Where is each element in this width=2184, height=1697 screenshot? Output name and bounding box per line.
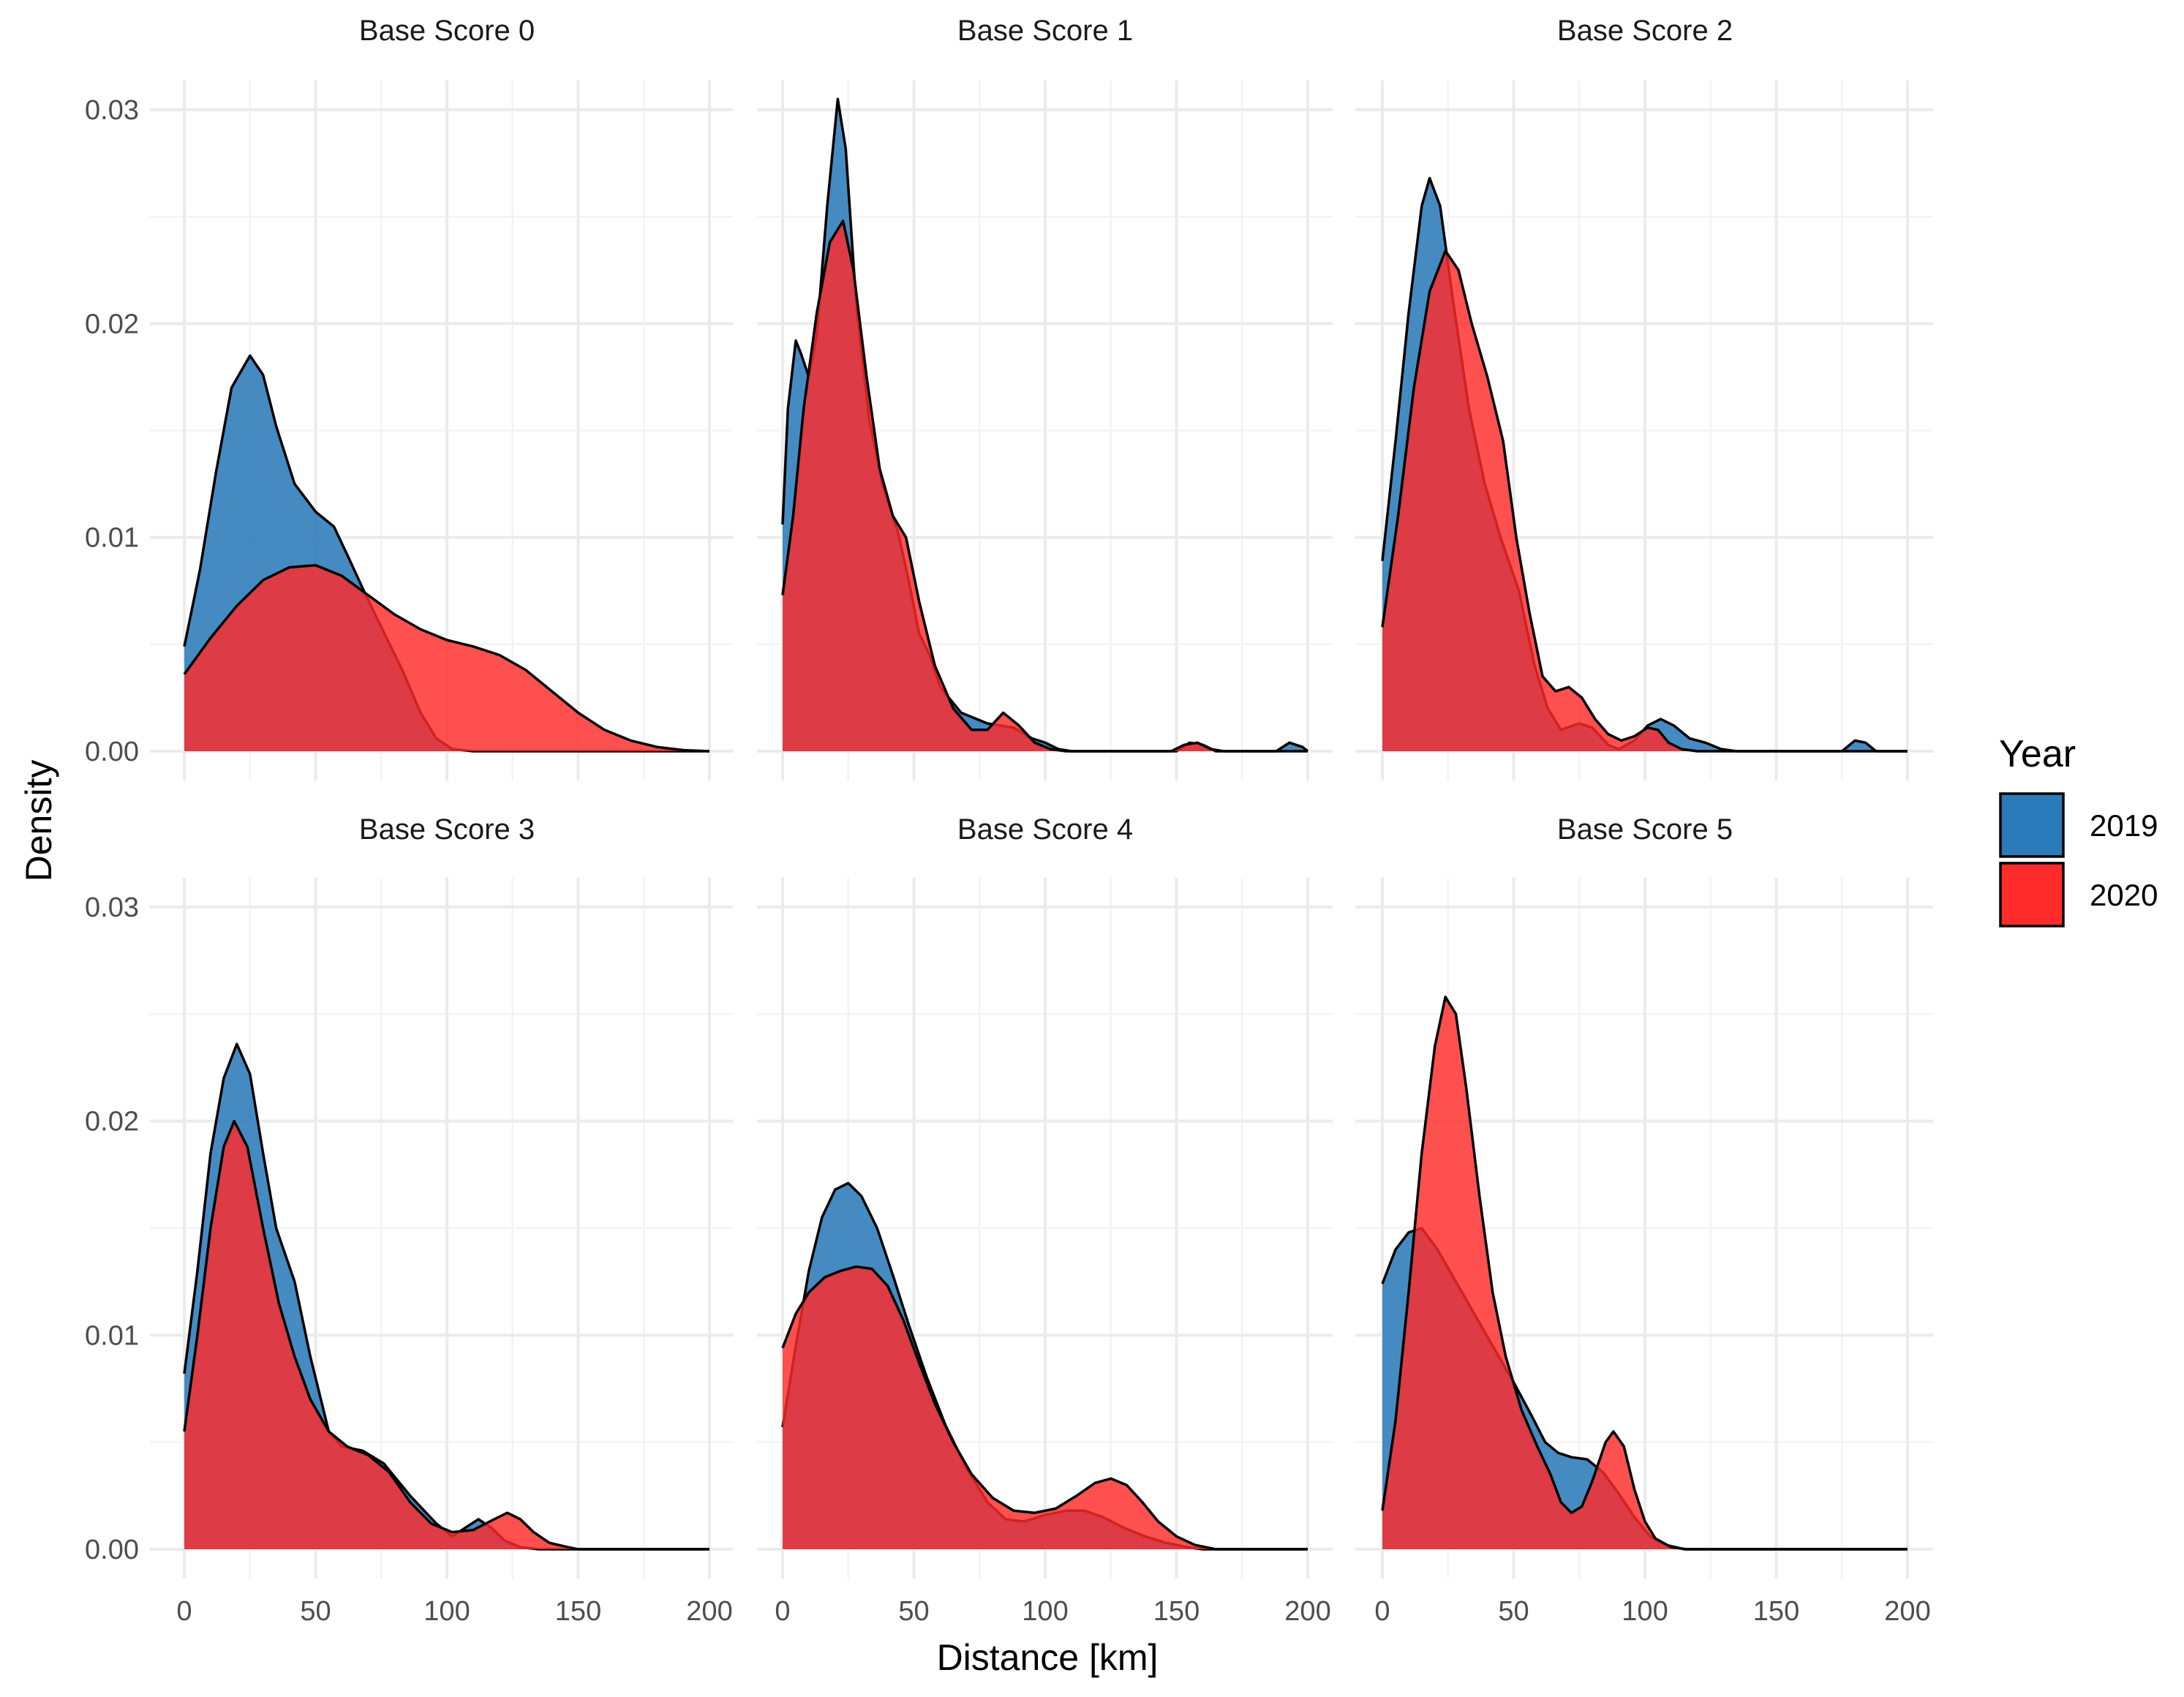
x-tick-label: 0 — [1374, 1596, 1390, 1627]
x-axis-title: Distance [km] — [937, 1637, 1159, 1678]
panels-layer: Base Score 0 0.00 0.01 0.02 0.03 Base Score 1… — [85, 15, 1933, 1627]
panel-title: Base Score 0 — [359, 15, 535, 47]
density-line-2020 — [1381, 996, 1908, 1551]
y-axis-title: Density — [18, 760, 59, 882]
x-tick-label: 100 — [1022, 1596, 1068, 1627]
y-tick-label: 0.03 — [85, 95, 139, 126]
legend-title: Year — [1999, 733, 2076, 775]
panel-4: Base Score 4 0 50 100 150 200 — [757, 813, 1333, 1627]
x-tick-label: 150 — [1753, 1596, 1799, 1627]
panel-title: Base Score 4 — [957, 813, 1133, 846]
legend-swatch-2019 — [1999, 792, 2065, 858]
legend-swatch-2020 — [1999, 862, 2065, 927]
y-tick-label: 0.02 — [85, 309, 139, 339]
y-tick-label: 0.03 — [85, 892, 139, 923]
y-tick-label: 0.00 — [85, 1535, 139, 1565]
density-area-2020 — [783, 221, 1308, 751]
x-tick-label: 50 — [898, 1596, 929, 1627]
x-tick-label: 50 — [300, 1596, 331, 1627]
legend-label-2019: 2019 — [2090, 808, 2158, 843]
x-tick-label: 150 — [555, 1596, 601, 1627]
panel-2: Base Score 2 — [1355, 15, 1933, 780]
y-tick-label: 0.01 — [85, 523, 139, 554]
panel-title: Base Score 2 — [1557, 15, 1733, 47]
x-tick-label: 0 — [176, 1596, 192, 1627]
y-tick-label: 0.01 — [85, 1320, 139, 1351]
density-area-2020 — [783, 1266, 1308, 1549]
legend-label-2020: 2020 — [2090, 878, 2158, 912]
x-tick-label: 200 — [1884, 1596, 1930, 1627]
density-area-2020 — [184, 1121, 709, 1549]
density-area-2020 — [184, 565, 709, 751]
density-area-2020 — [1382, 250, 1908, 751]
panel-5: Base Score 5 0 50 100 150 200 — [1355, 813, 1933, 1627]
x-tick-label: 200 — [1284, 1596, 1330, 1627]
legend: Year 2019 2020 — [1999, 733, 2158, 927]
density-line-2020 — [183, 563, 710, 753]
density-line-2020 — [183, 1119, 709, 1551]
y-tick-label: 0.00 — [85, 737, 139, 767]
x-tick-label: 100 — [1622, 1596, 1668, 1627]
panel-3: Base Score 3 0.00 0.01 0.02 0.03 0 50 100 150 200 — [85, 813, 733, 1627]
density-line-2020 — [1381, 249, 1908, 753]
x-tick-label: 100 — [423, 1596, 470, 1627]
density-line-2020 — [781, 1265, 1308, 1551]
x-tick-label: 150 — [1153, 1596, 1200, 1627]
density-area-2020 — [1382, 996, 1908, 1549]
panel-title: Base Score 5 — [1557, 813, 1733, 846]
x-tick-label: 50 — [1498, 1596, 1529, 1627]
panel-1: Base Score 1 — [757, 15, 1333, 780]
panel-title: Base Score 1 — [957, 15, 1133, 47]
panel-0: Base Score 0 0.00 0.01 0.02 0.03 — [85, 15, 733, 780]
panel-title: Base Score 3 — [359, 813, 535, 846]
density-line-2020 — [781, 219, 1308, 753]
x-tick-label: 200 — [686, 1596, 732, 1627]
y-tick-label: 0.02 — [85, 1107, 139, 1137]
x-tick-label: 0 — [775, 1596, 790, 1627]
